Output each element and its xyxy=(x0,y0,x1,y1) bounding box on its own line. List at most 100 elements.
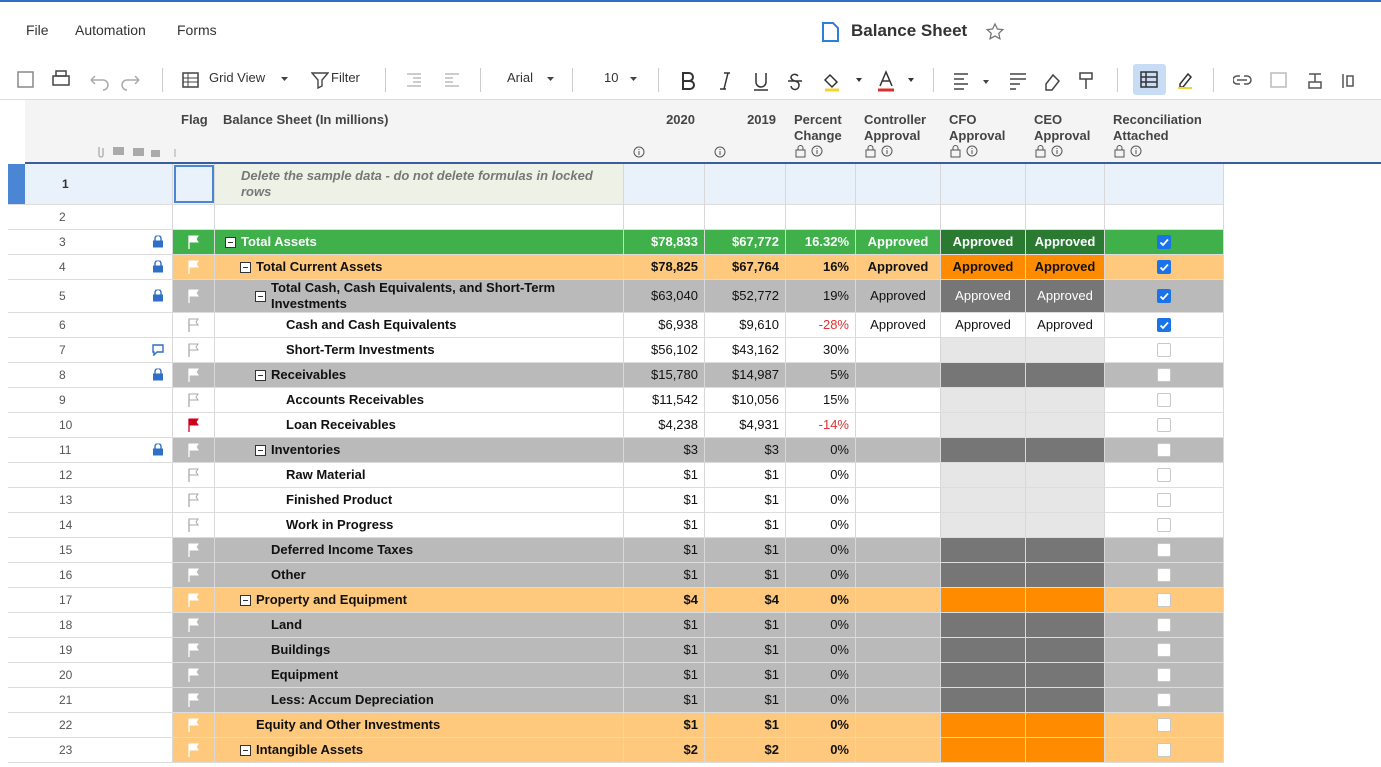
cell-flag[interactable] xyxy=(173,488,215,512)
cell-recon[interactable] xyxy=(1105,205,1224,229)
collapse-toggle[interactable] xyxy=(240,595,251,606)
checkbox[interactable] xyxy=(1157,260,1171,274)
checkbox[interactable] xyxy=(1157,693,1171,707)
cell-recon[interactable] xyxy=(1105,413,1224,437)
cell-recon[interactable] xyxy=(1105,713,1224,737)
checkbox[interactable] xyxy=(1157,493,1171,507)
checkbox[interactable] xyxy=(1157,368,1171,382)
cell-ceo xyxy=(1026,538,1105,562)
collapse-toggle[interactable] xyxy=(255,445,266,456)
font-selector[interactable]: Arial xyxy=(507,70,533,85)
cell-flag[interactable] xyxy=(173,388,215,412)
cell-recon[interactable] xyxy=(1105,438,1224,462)
checkbox[interactable] xyxy=(1157,443,1171,457)
cell-flag[interactable] xyxy=(173,588,215,612)
cell-flag[interactable] xyxy=(173,513,215,537)
cell-recon[interactable] xyxy=(1105,463,1224,487)
cell-flag[interactable] xyxy=(173,563,215,587)
cell-flag[interactable] xyxy=(173,713,215,737)
menu-item[interactable]: Forms xyxy=(177,22,217,38)
align-tools[interactable] xyxy=(952,70,1102,92)
cell-flag[interactable] xyxy=(173,280,215,312)
cell-flag[interactable] xyxy=(173,538,215,562)
checkbox[interactable] xyxy=(1157,643,1171,657)
format-tools[interactable] xyxy=(680,69,930,93)
cell-flag[interactable] xyxy=(173,255,215,279)
checkbox[interactable] xyxy=(1157,418,1171,432)
cell-value: 5% xyxy=(830,367,849,383)
cell-flag[interactable] xyxy=(173,413,215,437)
cell-recon[interactable] xyxy=(1105,613,1224,637)
row-icons xyxy=(152,369,164,382)
checkbox[interactable] xyxy=(1157,235,1171,249)
cell-flag[interactable] xyxy=(173,230,215,254)
checkbox[interactable] xyxy=(1157,743,1171,757)
insert-tools[interactable] xyxy=(1233,70,1363,90)
cell-recon[interactable] xyxy=(1105,388,1224,412)
cell-flag[interactable] xyxy=(173,363,215,387)
menu-item[interactable]: Automation xyxy=(75,22,146,38)
cell-recon[interactable] xyxy=(1105,255,1224,279)
checkbox[interactable] xyxy=(1157,668,1171,682)
collapse-toggle[interactable] xyxy=(240,745,251,756)
cell-recon[interactable] xyxy=(1105,280,1224,312)
cell-value: 0% xyxy=(830,517,849,533)
checkbox[interactable] xyxy=(1157,289,1171,303)
cell-value: $1 xyxy=(684,692,698,708)
cell-ctrl xyxy=(856,205,941,229)
checkbox[interactable] xyxy=(1157,318,1171,332)
cell-recon[interactable] xyxy=(1105,588,1224,612)
checkbox[interactable] xyxy=(1157,593,1171,607)
cell-flag[interactable] xyxy=(173,438,215,462)
cell-flag[interactable] xyxy=(173,688,215,712)
cell-recon[interactable] xyxy=(1105,363,1224,387)
cell-flag[interactable] xyxy=(173,205,215,229)
checkbox[interactable] xyxy=(1157,518,1171,532)
cell-recon[interactable] xyxy=(1105,538,1224,562)
size-selector[interactable]: 10 xyxy=(604,70,618,85)
filter-button[interactable]: Filter xyxy=(331,70,360,85)
checkbox[interactable] xyxy=(1157,343,1171,357)
cell-flag[interactable] xyxy=(173,463,215,487)
collapse-toggle[interactable] xyxy=(240,262,251,273)
checkbox[interactable] xyxy=(1157,568,1171,582)
cell-flag[interactable] xyxy=(173,338,215,362)
indent-tools[interactable] xyxy=(405,72,463,88)
cell-recon[interactable] xyxy=(1105,663,1224,687)
collapse-toggle[interactable] xyxy=(255,291,266,302)
cell-flag[interactable] xyxy=(173,738,215,762)
cell-recon[interactable] xyxy=(1105,738,1224,762)
row-header: 3 xyxy=(25,230,173,254)
favorite-star[interactable] xyxy=(985,22,1005,42)
checkbox[interactable] xyxy=(1157,618,1171,632)
cell-recon[interactable] xyxy=(1105,563,1224,587)
cell-recon[interactable] xyxy=(1105,338,1224,362)
cell-recon[interactable] xyxy=(1105,230,1224,254)
cell-flag[interactable] xyxy=(173,164,215,204)
checkbox[interactable] xyxy=(1157,718,1171,732)
cell-flag[interactable] xyxy=(173,313,215,337)
checkbox[interactable] xyxy=(1157,543,1171,557)
cell-recon[interactable] xyxy=(1105,688,1224,712)
cell-recon[interactable] xyxy=(1105,488,1224,512)
collapse-toggle[interactable] xyxy=(255,370,266,381)
cell-recon[interactable] xyxy=(1105,313,1224,337)
cell-ceo xyxy=(1026,388,1105,412)
cell-value: $6,938 xyxy=(658,317,698,333)
cell-flag[interactable] xyxy=(173,663,215,687)
menu-item[interactable]: File xyxy=(26,22,49,38)
collapse-toggle[interactable] xyxy=(225,237,236,248)
checkbox[interactable] xyxy=(1157,393,1171,407)
cell-recon[interactable] xyxy=(1105,638,1224,662)
cell-value: $67,772 xyxy=(732,234,779,250)
cell-flag[interactable] xyxy=(173,613,215,637)
cell-recon[interactable] xyxy=(1105,513,1224,537)
top-bar: File Automation Forms Balance Sheet Grid… xyxy=(0,0,1381,100)
cell-flag[interactable] xyxy=(173,638,215,662)
cell-cfo xyxy=(941,663,1026,687)
cell-recon[interactable] xyxy=(1105,164,1224,204)
file-tools[interactable] xyxy=(15,68,155,92)
view-selector[interactable]: Grid View xyxy=(209,70,265,85)
view-tools[interactable] xyxy=(1140,70,1240,90)
checkbox[interactable] xyxy=(1157,468,1171,482)
